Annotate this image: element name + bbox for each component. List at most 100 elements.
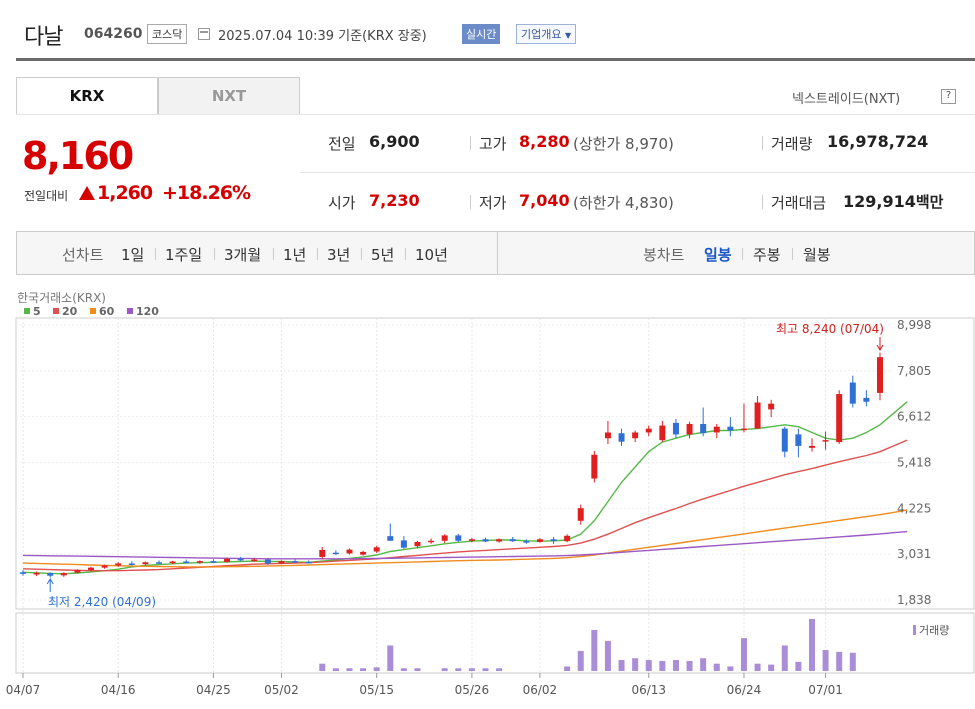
candle	[591, 450, 598, 483]
candle	[47, 572, 54, 578]
ma-line-60	[22, 509, 908, 568]
volume-bar	[727, 666, 734, 671]
volume-bar	[740, 638, 747, 671]
nxt-link[interactable]: 넥스트레이드(NXT)	[792, 92, 901, 107]
volume-bar	[319, 663, 326, 671]
candle	[251, 558, 258, 562]
volume-bar	[332, 668, 339, 671]
candle-body	[319, 549, 326, 557]
candle-body	[142, 562, 149, 565]
upper-limit-value: 8,970	[625, 135, 668, 153]
y-tick-label: 5,418	[897, 456, 931, 470]
volume-bar	[387, 645, 394, 671]
candle	[387, 523, 394, 541]
realtime-button[interactable]: 실시간	[462, 24, 501, 44]
period-1y[interactable]: 1년	[283, 246, 307, 264]
period-3y[interactable]: 3년	[327, 246, 351, 264]
upper-limit-close: )	[668, 135, 674, 153]
period-sep	[155, 248, 156, 260]
ma-legend-swatch	[24, 308, 30, 314]
candle-body	[659, 425, 666, 441]
stock-chart[interactable]: 8,998 7,805 6,612 5,418 4,225 3,031 1,838 04/07…	[0, 285, 975, 709]
low-arrowhead-icon	[46, 578, 54, 585]
volume-legend-label: 거래량	[919, 624, 949, 637]
candle	[672, 419, 679, 439]
candle-monthly[interactable]: 월봉	[803, 246, 831, 264]
candle-daily[interactable]: 일봉	[704, 246, 732, 264]
y-tick-label: 3,031	[897, 547, 931, 561]
volume-value: 16,978,724	[827, 132, 929, 151]
volume-bar	[346, 668, 353, 671]
candle-weekly[interactable]: 주봉	[753, 246, 781, 264]
candle-body	[251, 559, 258, 562]
candle	[564, 534, 571, 543]
volume-bar	[795, 661, 802, 671]
volume-bar	[360, 668, 367, 671]
volume-bar	[591, 629, 598, 671]
price-panel-border	[15, 317, 975, 610]
volume-bar	[645, 660, 652, 671]
volume-bar	[400, 668, 407, 671]
period-10y[interactable]: 10년	[415, 246, 448, 264]
y-tick-label: 7,805	[897, 364, 931, 378]
candle	[115, 562, 122, 567]
period-3m[interactable]: 3개월	[224, 246, 262, 264]
help-icon[interactable]: ?	[941, 89, 956, 104]
candle	[373, 545, 380, 554]
period-sep	[792, 248, 793, 260]
candle	[536, 538, 543, 543]
volume-bar	[808, 619, 815, 671]
candle	[20, 569, 26, 576]
period-sep	[742, 248, 743, 260]
stat-separator	[470, 195, 471, 209]
caret-down-icon: ▼	[564, 31, 572, 40]
prev-close-value: 6,900	[369, 132, 420, 151]
prev-close-label: 전일	[328, 135, 356, 153]
candle-body	[509, 539, 516, 542]
calendar-icon	[198, 28, 210, 40]
candle	[346, 548, 353, 555]
candle	[727, 417, 734, 437]
tab-nxt[interactable]: NXT	[158, 77, 300, 115]
period-sep	[273, 248, 274, 260]
open-label: 시가	[328, 194, 356, 212]
candle-body	[455, 535, 462, 541]
stat-separator	[470, 136, 471, 150]
candle	[781, 426, 788, 458]
lower-limit: (하한가 4,830)	[573, 192, 674, 213]
stock-code: 064260	[84, 26, 143, 42]
volume-bar	[686, 660, 693, 671]
high-annotation: 최고 8,240 (07/04)	[776, 322, 884, 336]
volume-bar	[414, 668, 421, 671]
x-tick-label: 06/02	[523, 683, 558, 697]
quote-datetime: 2025.07.04 10:39 기준(KRX 장중)	[218, 25, 427, 44]
company-overview-dropdown[interactable]: 기업개요 ▼	[516, 24, 577, 44]
volume-bar	[632, 658, 639, 671]
period-5y[interactable]: 5년	[371, 246, 395, 264]
ma-legend-swatch	[127, 308, 133, 314]
tab-krx[interactable]: KRX	[16, 77, 158, 115]
header-divider	[16, 58, 975, 61]
low-annotation: 최저 2,420 (04/09)	[48, 595, 156, 609]
candle-body	[373, 547, 380, 552]
x-tick-label: 04/25	[196, 683, 231, 697]
basis-text: 기준(KRX 장중)	[338, 29, 427, 44]
candle-body	[564, 535, 571, 542]
candle-body	[183, 561, 190, 564]
period-sep	[214, 248, 215, 260]
period-1d[interactable]: 1일	[121, 246, 145, 264]
volume-label: 거래량	[771, 135, 813, 153]
volume-bar	[441, 668, 448, 671]
current-price: 8,160	[22, 134, 134, 178]
period-1w[interactable]: 1주일	[165, 246, 203, 264]
volume-bar	[618, 660, 625, 671]
candle	[795, 428, 802, 458]
stat-separator	[762, 136, 763, 150]
candle-body	[808, 445, 815, 448]
high-label: 고가	[479, 135, 507, 153]
candle	[455, 533, 462, 542]
volume-bar	[713, 663, 720, 671]
candle	[74, 569, 81, 574]
candle	[101, 564, 108, 569]
candle	[754, 395, 761, 429]
